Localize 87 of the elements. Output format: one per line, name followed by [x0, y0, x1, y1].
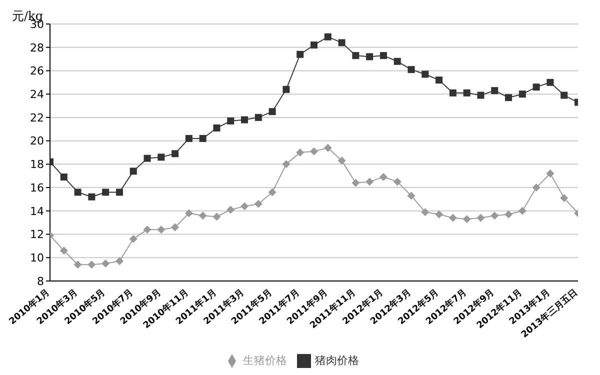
- point: [268, 108, 276, 116]
- point: [504, 210, 513, 218]
- point: [116, 188, 123, 196]
- point: [352, 52, 360, 60]
- point: [60, 174, 68, 181]
- point: [227, 117, 234, 124]
- point: [532, 84, 540, 91]
- point: [463, 89, 470, 96]
- point: [212, 212, 221, 221]
- point: [60, 246, 68, 255]
- point: [422, 70, 429, 78]
- point: [560, 194, 568, 202]
- point: [394, 58, 401, 65]
- point: [379, 173, 388, 182]
- y-tick-label: 8: [37, 274, 44, 288]
- point: [366, 53, 374, 60]
- point: [171, 223, 180, 232]
- point: [157, 226, 166, 234]
- point: [380, 52, 387, 60]
- point: [241, 116, 248, 124]
- point: [476, 214, 485, 222]
- point: [324, 144, 332, 152]
- point: [130, 168, 137, 175]
- point: [338, 39, 346, 46]
- point: [115, 257, 124, 266]
- point: [518, 206, 526, 215]
- point: [546, 170, 554, 178]
- point: [144, 154, 151, 162]
- point: [88, 193, 96, 200]
- point: [366, 178, 374, 186]
- point: [407, 192, 416, 200]
- point: [102, 188, 110, 196]
- point: [172, 150, 179, 158]
- point: [421, 208, 430, 216]
- y-tick-label: 12: [30, 228, 44, 242]
- point: [462, 215, 471, 224]
- point: [435, 210, 444, 218]
- y-tick-label: 16: [30, 181, 44, 194]
- point: [268, 188, 276, 196]
- y-tick-label: 18: [30, 158, 44, 172]
- point: [324, 33, 332, 40]
- point: [532, 184, 540, 192]
- point: [102, 259, 110, 268]
- point: [282, 86, 290, 93]
- point: [282, 160, 290, 168]
- point: [491, 87, 498, 94]
- point: [560, 92, 568, 99]
- y-tick-label: 26: [30, 64, 44, 78]
- legend-label: 猪肉价格: [315, 354, 359, 367]
- point: [393, 178, 402, 186]
- point: [436, 76, 443, 84]
- point: [226, 206, 235, 214]
- point: [296, 148, 304, 156]
- point: [310, 42, 318, 49]
- y-tick-label: 24: [30, 88, 44, 101]
- point: [74, 260, 82, 269]
- point: [296, 50, 304, 58]
- point: [198, 212, 207, 220]
- point: [338, 156, 346, 165]
- legend-label: 生猪价格: [243, 354, 287, 367]
- point: [546, 78, 554, 86]
- point: [505, 94, 512, 102]
- point: [408, 66, 415, 74]
- point: [518, 90, 526, 98]
- point: [158, 154, 165, 161]
- point: [490, 212, 499, 220]
- point: [449, 89, 456, 96]
- point: [240, 202, 249, 210]
- point: [143, 226, 152, 234]
- point: [199, 134, 206, 142]
- point: [448, 214, 457, 222]
- point: [213, 124, 220, 132]
- y-tick-label: 20: [30, 134, 44, 148]
- point: [254, 200, 262, 208]
- point: [185, 134, 192, 142]
- point: [88, 260, 96, 269]
- y-tick-label: 28: [30, 41, 44, 54]
- y-tick-label: 14: [30, 204, 44, 218]
- point: [129, 234, 138, 243]
- y-tick-label: 22: [30, 111, 44, 124]
- point: [184, 209, 193, 218]
- point: [352, 178, 360, 187]
- point: [477, 92, 484, 99]
- point: [74, 188, 82, 196]
- point: [310, 147, 318, 156]
- point: [254, 114, 262, 121]
- y-tick-label: 10: [30, 252, 44, 265]
